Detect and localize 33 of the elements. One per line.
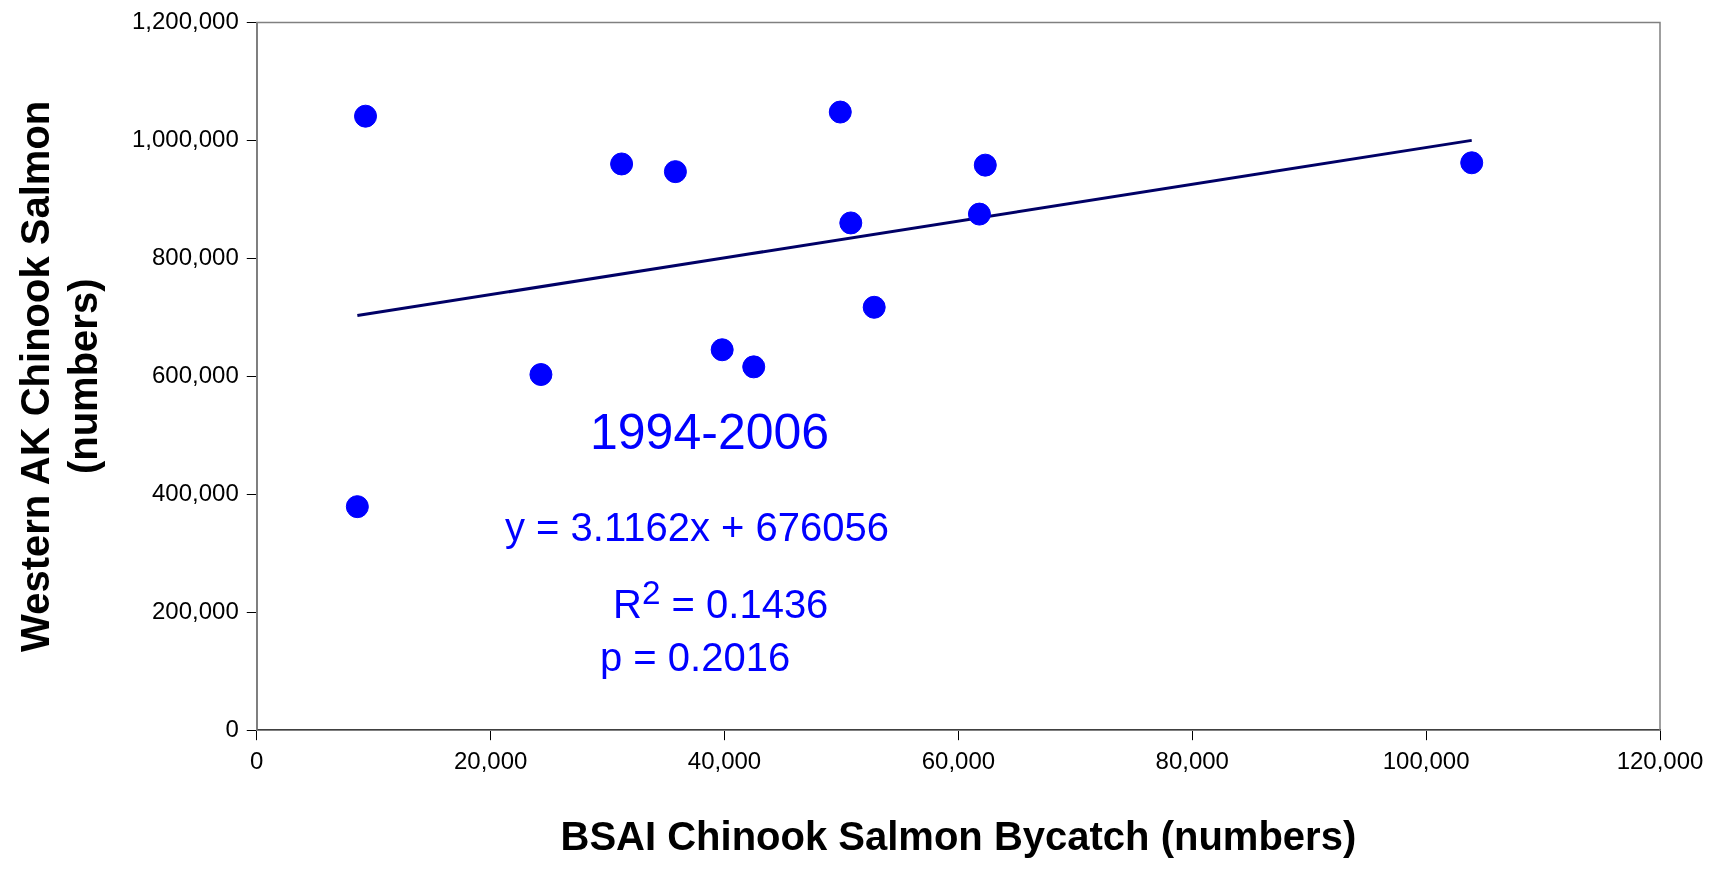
x-tick-label: 0 [250, 747, 264, 775]
y-tick-label: 600,000 [152, 360, 239, 388]
x-tick-label: 40,000 [687, 747, 762, 775]
y-tick-label: 400,000 [152, 478, 239, 506]
annotation: y = 3.1162x + 676056 [505, 505, 890, 549]
point [862, 295, 886, 319]
x-tick-label: 20,000 [453, 747, 528, 775]
point [1460, 151, 1484, 175]
x-tick-label: 80,000 [1155, 747, 1229, 775]
x-tick-label: 60,000 [921, 747, 996, 775]
annotation: 1994-2006 [590, 404, 830, 460]
point [663, 160, 687, 184]
x-tick-label: 100,000 [1382, 747, 1470, 775]
annotation: p = 0.2016 [600, 635, 791, 679]
y-tick-label: 1,200,000 [131, 7, 239, 35]
point [345, 495, 369, 519]
point [839, 211, 863, 235]
y-axis-title: Western AK Chinook Salmon (numbers) [13, 100, 106, 652]
y-tick-label: 800,000 [152, 242, 239, 270]
point [710, 338, 734, 362]
annotation: R$^{2}$ = 0.1436 [613, 574, 829, 627]
point [828, 100, 852, 124]
point [354, 104, 378, 128]
point [973, 153, 997, 177]
y-tick-label: 200,000 [152, 596, 239, 624]
point [742, 355, 766, 379]
y-tick-label: 0 [225, 714, 239, 742]
point [610, 152, 634, 176]
x-tick-label: 120,000 [1616, 747, 1704, 775]
x-axis-title: BSAI Chinook Salmon Bycatch (numbers) [560, 814, 1357, 859]
y-tick-label: 1,000,000 [131, 124, 239, 152]
point [529, 363, 553, 387]
point [967, 202, 991, 226]
